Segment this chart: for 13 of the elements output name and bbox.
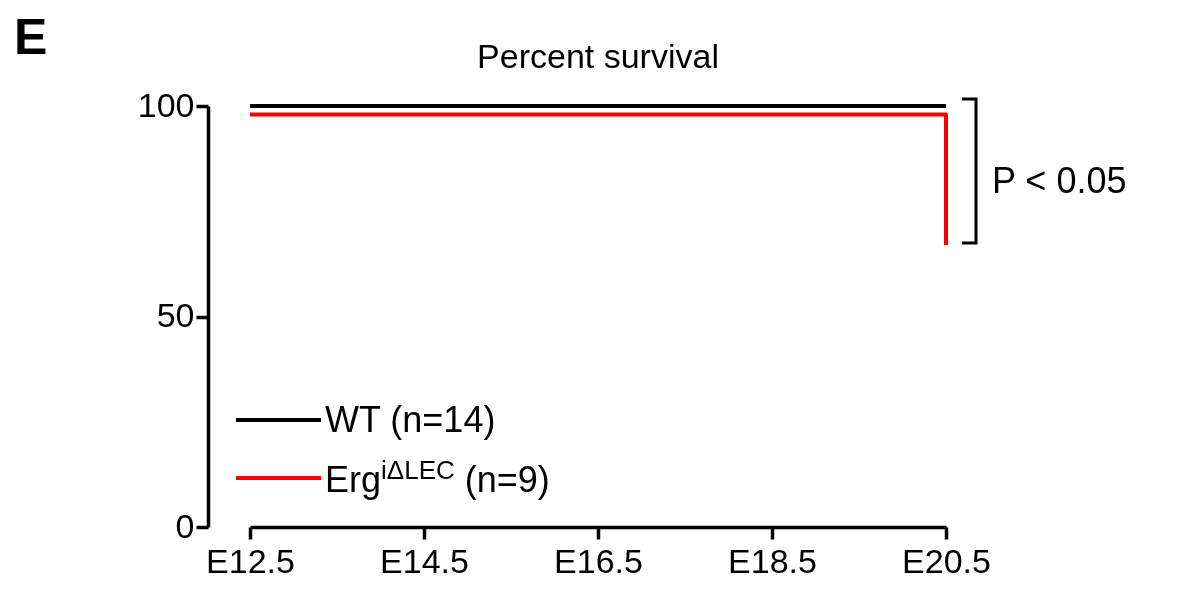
legend-label: Erg$^{iΔLEC}$ (n=9) (325, 455, 550, 501)
x-tick-label: E12.5 (206, 541, 295, 580)
legend-label: WT (n=14) (325, 399, 496, 441)
text: P < 0.05 (992, 160, 1127, 201)
y-tick-label: 0 (175, 506, 195, 545)
y-tick-label: 100 (137, 85, 195, 124)
text: E (14, 9, 48, 65)
y-tick-label: 50 (156, 296, 195, 334)
x-tick-label: E16.5 (554, 541, 643, 580)
x-tick-label: E14.5 (380, 541, 469, 580)
chart-title: Percent survival (477, 37, 719, 75)
x-tick-label: E20.5 (902, 541, 991, 580)
x-tick-label: E18.5 (728, 541, 817, 580)
